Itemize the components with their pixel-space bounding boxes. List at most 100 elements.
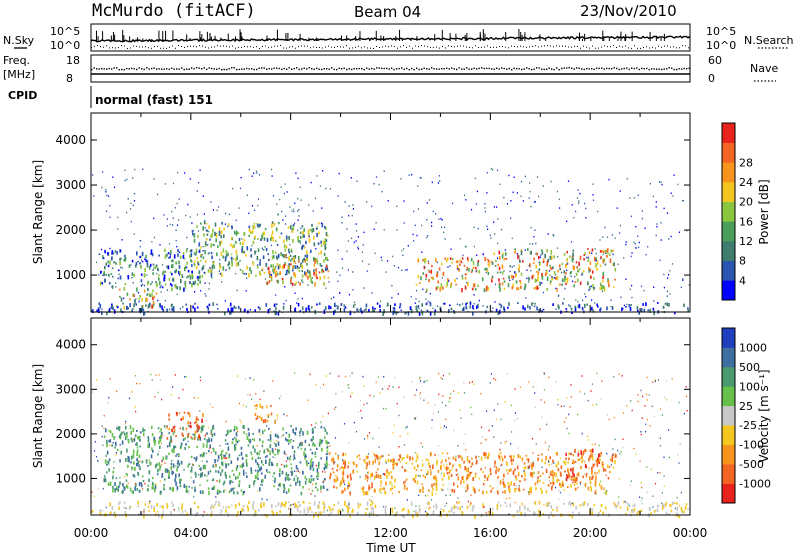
velocity-echo-point <box>204 435 206 437</box>
velocity-echo-point <box>612 466 615 469</box>
power-echo-point <box>346 250 348 253</box>
power-echo-point <box>507 306 509 309</box>
power-echo-point <box>371 205 373 208</box>
power-echo-point <box>459 238 461 240</box>
power-echo-point <box>501 228 503 231</box>
velocity-echo-point <box>235 432 238 437</box>
velocity-echo-point <box>466 506 469 509</box>
power-echo-point <box>166 308 168 313</box>
power-echo-point <box>189 254 191 259</box>
power-echo-point <box>95 261 98 264</box>
power-echo-point <box>596 267 598 271</box>
velocity-echo-point <box>259 487 261 492</box>
power-echo-point <box>124 169 126 172</box>
power-echo-point <box>473 303 475 305</box>
velocity-echo-point <box>374 489 376 493</box>
power-echo-point <box>602 275 605 277</box>
velocity-echo-point <box>602 488 605 490</box>
power-echo-point <box>456 303 458 305</box>
velocity-echo-point <box>250 453 253 456</box>
power-colorbar-segment <box>722 241 735 261</box>
velocity-echo-point <box>151 447 153 451</box>
nave-dot <box>306 68 308 70</box>
velocity-echo-point <box>210 429 213 434</box>
power-echo-point <box>542 308 545 311</box>
velocity-echo-point <box>398 446 400 448</box>
power-echo-point <box>608 178 610 181</box>
power-echo-point <box>400 178 402 180</box>
velocity-echo-point <box>591 448 594 453</box>
velocity-echo-point <box>368 485 370 487</box>
velocity-echo-point <box>559 457 561 460</box>
power-echo-point <box>658 181 661 183</box>
velocity-echo-point <box>526 458 528 461</box>
nave-dot <box>646 67 648 70</box>
power-colorbar-frame <box>721 122 736 301</box>
nave-dot <box>591 68 593 70</box>
velocity-echo-point <box>566 397 568 399</box>
velocity-echo-point <box>470 494 472 497</box>
power-echo-point <box>206 233 209 236</box>
velocity-echo-point <box>303 501 305 504</box>
power-echo-point <box>348 293 350 296</box>
nsearch-dot <box>280 45 281 46</box>
velocity-echo-point <box>366 490 369 496</box>
velocity-echo-point <box>160 434 162 439</box>
velocity-echo-point <box>545 490 548 494</box>
velocity-echo-point <box>552 459 554 464</box>
velocity-echo-point <box>127 482 129 484</box>
velocity-echo-point <box>618 373 620 376</box>
velocity-echo-point <box>235 443 237 446</box>
velocity-echo-point <box>265 514 268 518</box>
power-echo-point <box>391 297 393 299</box>
velocity-echo-point <box>464 466 466 471</box>
power-echo-point <box>509 270 511 273</box>
power-echo-point <box>248 225 251 229</box>
velocity-echo-point <box>413 478 415 481</box>
power-echo-point <box>591 270 594 274</box>
nave-dot <box>358 67 360 70</box>
velocity-echo-point <box>386 471 388 475</box>
power-echo-point <box>143 273 146 278</box>
power-echo-point <box>156 272 158 275</box>
nsearch-dot <box>577 45 578 47</box>
power-echo-point <box>469 302 472 305</box>
power-echo-point <box>210 234 212 238</box>
power-echo-point <box>649 308 651 313</box>
power-echo-point <box>329 188 331 190</box>
power-echo-point <box>273 268 276 272</box>
power-echo-point <box>222 266 225 271</box>
velocity-echo-point <box>230 429 232 433</box>
power-echo-point <box>275 270 278 273</box>
freq-trace <box>91 67 690 75</box>
velocity-echo-point <box>452 456 455 460</box>
velocity-echo-point <box>504 490 506 494</box>
power-echo-point <box>257 306 260 309</box>
power-echo-point <box>252 262 255 266</box>
velocity-echo-point <box>290 455 292 457</box>
velocity-echo-point <box>310 493 312 495</box>
velocity-echo-point <box>548 514 550 520</box>
velocity-echo-point <box>337 501 340 505</box>
power-echo-point <box>491 275 494 279</box>
power-echo-point <box>509 279 511 281</box>
velocity-echo-point <box>342 490 344 493</box>
power-echo-point <box>284 263 287 266</box>
velocity-echo-point <box>271 510 273 513</box>
nsearch-dot <box>337 46 338 47</box>
velocity-echo-point <box>508 469 511 472</box>
velocity-echo-point <box>256 452 259 456</box>
power-echo-point <box>197 283 199 286</box>
power-echo-point <box>203 221 206 225</box>
velocity-echo-point <box>370 511 373 515</box>
power-echo-point <box>484 268 486 271</box>
power-echo-point <box>584 293 586 295</box>
velocity-echo-point <box>449 494 451 496</box>
power-echo-point <box>179 307 182 310</box>
power-echo-point <box>182 276 184 278</box>
velocity-echo-point <box>194 486 196 489</box>
velocity-echo-point <box>259 439 261 442</box>
velocity-echo-point <box>108 397 110 399</box>
velocity-echo-point <box>505 505 508 508</box>
power-echo-point <box>490 237 492 239</box>
